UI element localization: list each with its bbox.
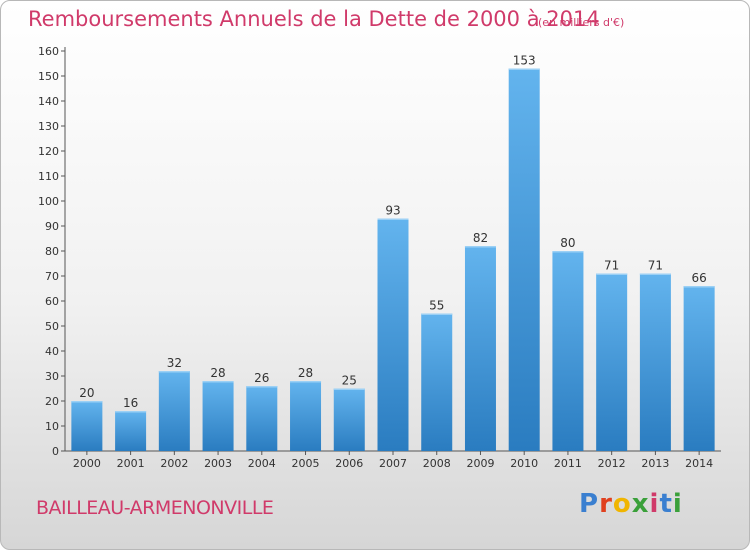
bar-top-highlight bbox=[290, 381, 322, 383]
y-tick-label: 0 bbox=[52, 445, 59, 458]
commune-name: BAILLEAU-ARMENONVILLE bbox=[36, 497, 274, 519]
bar bbox=[552, 251, 584, 451]
x-tick-label: 2004 bbox=[248, 457, 276, 470]
y-tick-label: 120 bbox=[38, 145, 59, 158]
proxiti-logo: Proxiti bbox=[579, 489, 683, 519]
data-label: 153 bbox=[513, 54, 536, 68]
x-tick-label: 2007 bbox=[379, 457, 407, 470]
y-tick-label: 70 bbox=[45, 270, 59, 283]
x-tick-label: 2011 bbox=[554, 457, 582, 470]
data-label: 80 bbox=[560, 236, 575, 250]
data-label: 66 bbox=[691, 271, 706, 285]
bar bbox=[683, 286, 715, 451]
bar-top-highlight bbox=[71, 401, 103, 403]
bar-top-highlight bbox=[464, 246, 496, 248]
chart-subtitle: (en milliers d'€) bbox=[538, 16, 625, 29]
logo-letter: i bbox=[649, 489, 660, 519]
y-tick-label: 20 bbox=[45, 395, 59, 408]
bar-top-highlight bbox=[158, 371, 190, 373]
data-label: 32 bbox=[167, 356, 182, 370]
bar bbox=[464, 246, 496, 451]
bar bbox=[421, 313, 453, 451]
y-tick-label: 140 bbox=[38, 95, 59, 108]
bar bbox=[596, 273, 628, 451]
bar-top-highlight bbox=[596, 273, 628, 275]
x-tick-label: 2014 bbox=[685, 457, 713, 470]
data-label: 16 bbox=[123, 396, 138, 410]
data-label: 93 bbox=[385, 204, 400, 218]
bar-top-highlight bbox=[421, 313, 453, 315]
bar-top-highlight bbox=[115, 411, 147, 413]
y-tick-label: 160 bbox=[38, 45, 59, 58]
y-tick-label: 50 bbox=[45, 320, 59, 333]
x-tick-label: 2000 bbox=[73, 457, 101, 470]
y-tick-label: 110 bbox=[38, 170, 59, 183]
x-tick-label: 2001 bbox=[117, 457, 145, 470]
y-tick-label: 100 bbox=[38, 195, 59, 208]
bar-top-highlight bbox=[552, 251, 584, 253]
bar-top-highlight bbox=[639, 273, 671, 275]
x-tick-label: 2006 bbox=[335, 457, 363, 470]
logo-letter: i bbox=[672, 489, 683, 519]
y-tick-label: 150 bbox=[38, 70, 59, 83]
data-label: 28 bbox=[298, 366, 313, 380]
x-tick-label: 2005 bbox=[292, 457, 320, 470]
bar bbox=[202, 381, 234, 451]
x-tick-label: 2012 bbox=[598, 457, 626, 470]
logo-letter: r bbox=[599, 489, 613, 519]
logo-letter: t bbox=[659, 489, 673, 519]
data-label: 55 bbox=[429, 299, 444, 313]
data-label: 71 bbox=[604, 259, 619, 273]
chart-bars bbox=[71, 68, 715, 451]
y-tick-label: 90 bbox=[45, 220, 59, 233]
x-tick-label: 2009 bbox=[466, 457, 494, 470]
y-tick-label: 10 bbox=[45, 420, 59, 433]
y-tick-label: 30 bbox=[45, 370, 59, 383]
x-tick-label: 2008 bbox=[423, 457, 451, 470]
data-label: 28 bbox=[210, 366, 225, 380]
x-tick-label: 2013 bbox=[641, 457, 669, 470]
x-tick-label: 2002 bbox=[160, 457, 188, 470]
y-tick-label: 80 bbox=[45, 245, 59, 258]
bar-top-highlight bbox=[508, 68, 540, 70]
bar-top-highlight bbox=[377, 218, 409, 220]
data-label: 26 bbox=[254, 371, 269, 385]
bar bbox=[115, 411, 147, 451]
bar bbox=[158, 371, 190, 451]
data-label: 71 bbox=[648, 259, 663, 273]
bar bbox=[290, 381, 322, 451]
bar-top-highlight bbox=[333, 388, 365, 390]
bar bbox=[377, 218, 409, 451]
data-label: 20 bbox=[79, 386, 94, 400]
bar bbox=[246, 386, 278, 451]
bar bbox=[508, 68, 540, 451]
logo-letter: P bbox=[579, 489, 600, 519]
data-label: 82 bbox=[473, 231, 488, 245]
bar bbox=[639, 273, 671, 451]
y-tick-label: 40 bbox=[45, 345, 59, 358]
chart-labels: 2000 20 2001 16 2002 32 2003 28 2004 26 2005 28 2006… bbox=[73, 54, 713, 471]
bar bbox=[71, 401, 103, 451]
logo-letter: o bbox=[612, 489, 632, 519]
x-tick-label: 2003 bbox=[204, 457, 232, 470]
x-tick-label: 2010 bbox=[510, 457, 538, 470]
bar bbox=[333, 388, 365, 451]
logo-letter: x bbox=[631, 489, 650, 519]
y-tick-label: 60 bbox=[45, 295, 59, 308]
y-tick-label: 130 bbox=[38, 120, 59, 133]
bar-top-highlight bbox=[683, 286, 715, 288]
bar-top-highlight bbox=[202, 381, 234, 383]
chart-title: Remboursements Annuels de la Dette de 20… bbox=[28, 7, 600, 31]
chart-axes: 0 10 20 30 40 50 60 70 80 90 100 110 120 130 140 150 160 bbox=[38, 45, 721, 458]
bar-top-highlight bbox=[246, 386, 278, 388]
data-label: 25 bbox=[342, 374, 357, 388]
